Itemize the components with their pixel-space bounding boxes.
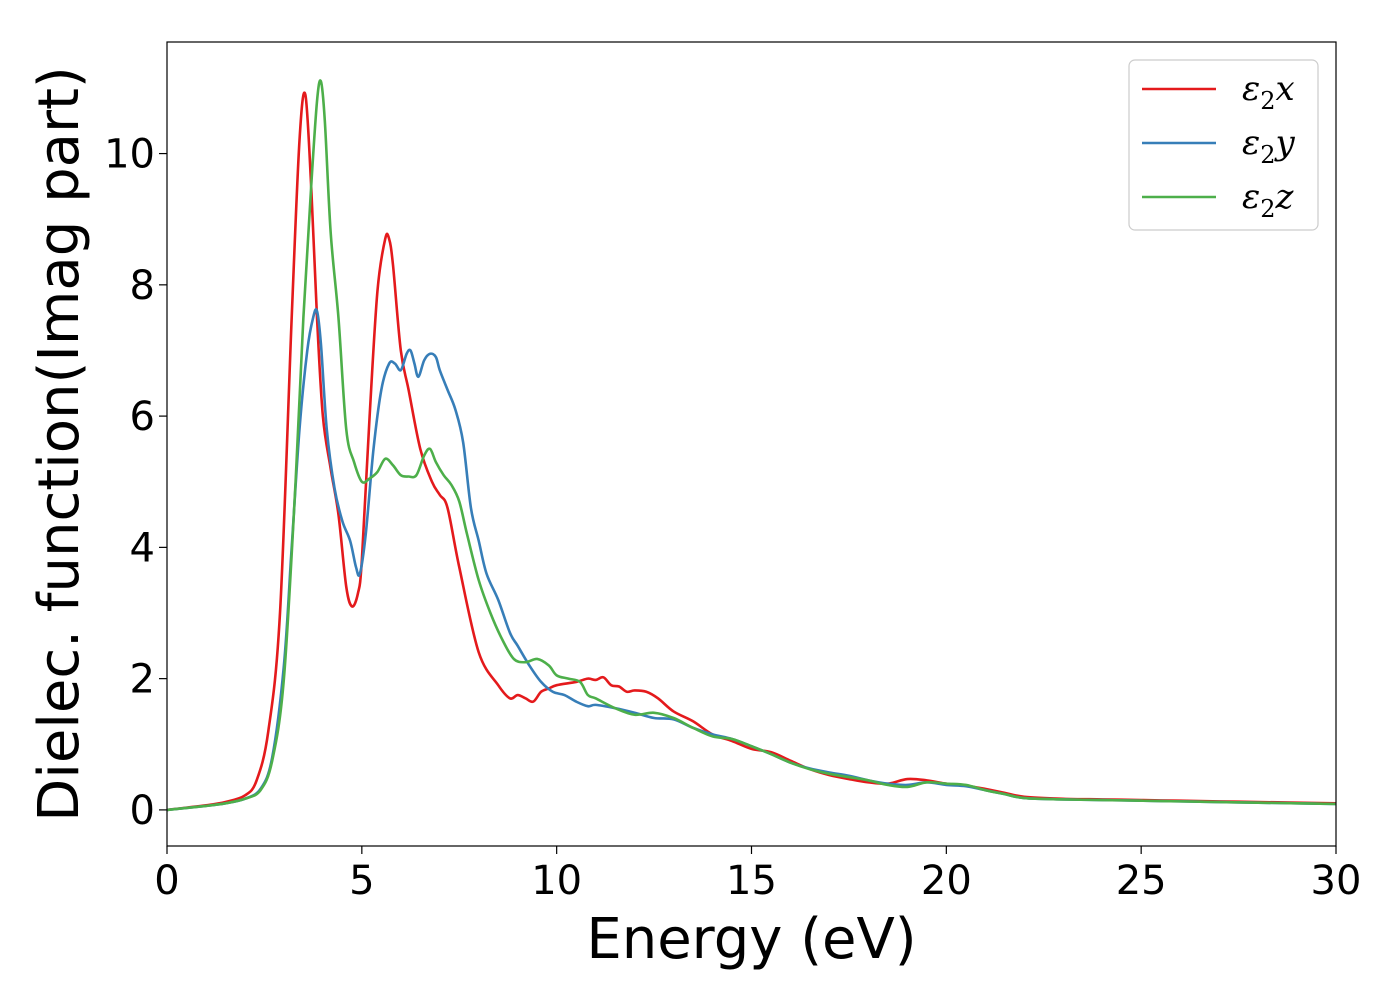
x-tick-label: 15 — [726, 858, 777, 904]
y-tick-label: 2 — [130, 657, 155, 703]
x-axis-title: Energy (eV) — [586, 907, 916, 972]
legend: ε2x ε2y ε2z — [1128, 59, 1319, 231]
y-tick-label: 6 — [130, 394, 155, 440]
x-tick-label: 10 — [531, 858, 582, 904]
x-tick-label: 20 — [921, 858, 972, 904]
series-layer — [167, 79, 1336, 812]
legend-box — [1128, 59, 1319, 231]
x-tick-label: 0 — [154, 858, 179, 904]
x-tick-label: 25 — [1116, 858, 1167, 904]
series-line-z — [167, 79, 1336, 812]
y-tick-label: 0 — [130, 788, 155, 834]
x-axis: 0 5 10 15 20 25 30 — [154, 846, 1361, 904]
y-tick-label: 10 — [104, 132, 155, 178]
legend-label-y: ε2y — [1242, 123, 1296, 169]
y-tick-label: 4 — [130, 525, 155, 571]
legend-label-z: ε2z — [1242, 177, 1295, 223]
x-tick-label: 5 — [349, 858, 374, 904]
x-tick-label: 30 — [1311, 858, 1362, 904]
legend-label-x: ε2x — [1242, 69, 1295, 115]
y-axis-title: Dielec. function(Imag part) — [27, 66, 92, 822]
y-tick-label: 8 — [130, 263, 155, 309]
y-axis: 0 2 4 6 8 10 — [104, 132, 167, 834]
